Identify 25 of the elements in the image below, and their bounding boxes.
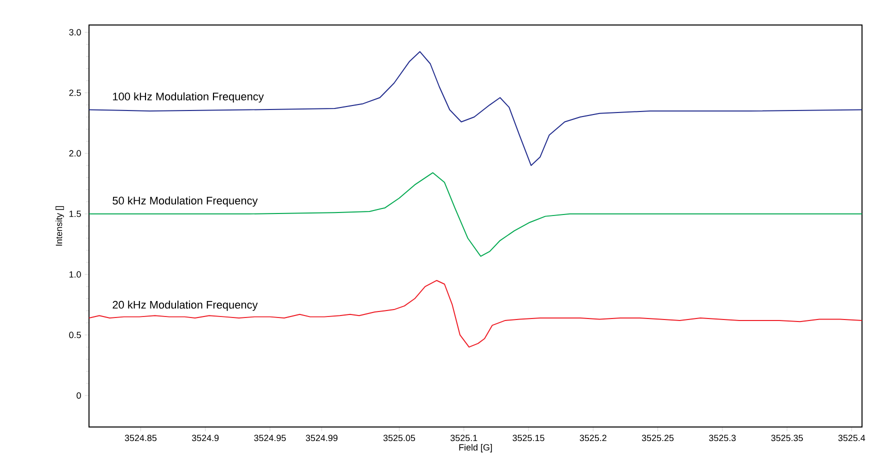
x-tick-label: 3524.95 <box>254 434 286 442</box>
x-tick-label: 3525.2 <box>580 434 606 442</box>
x-tick-label: 3525.05 <box>383 434 416 442</box>
x-tick-label: 3525.3 <box>709 434 736 442</box>
y-tick-label: 2.5 <box>69 90 81 96</box>
x-axis-title: Field [G] <box>459 444 492 452</box>
x-tick-label: 3525.4 <box>838 434 866 442</box>
x-tick-label: 3525.15 <box>512 434 544 442</box>
y-tick-label: 0 <box>76 392 81 399</box>
y-tick-label: 0.5 <box>69 332 81 338</box>
line-series <box>89 51 862 166</box>
y-tick-label: 1.0 <box>70 271 81 278</box>
x-tick-label: 3524.99 <box>306 434 338 442</box>
y-tick-label: 1.5 <box>70 210 81 218</box>
series-label: 20 kHz Modulation Frequency <box>112 300 258 311</box>
y-axis-title: Intensity [] <box>56 206 64 246</box>
series-label: 100 kHz Modulation Frequency <box>113 92 264 103</box>
series-label: 50 kHz Modulation Frequency <box>112 196 258 207</box>
x-tick-label: 3524.9 <box>192 434 219 442</box>
x-tick-label: 3524.85 <box>124 434 157 442</box>
x-tick-label: 3525.1 <box>450 434 478 442</box>
y-tick-label: 3.0 <box>69 29 81 36</box>
y-tick-label: 2.0 <box>69 150 81 157</box>
x-tick-label: 3525.35 <box>771 434 803 442</box>
x-tick-label: 3525.25 <box>642 434 674 442</box>
